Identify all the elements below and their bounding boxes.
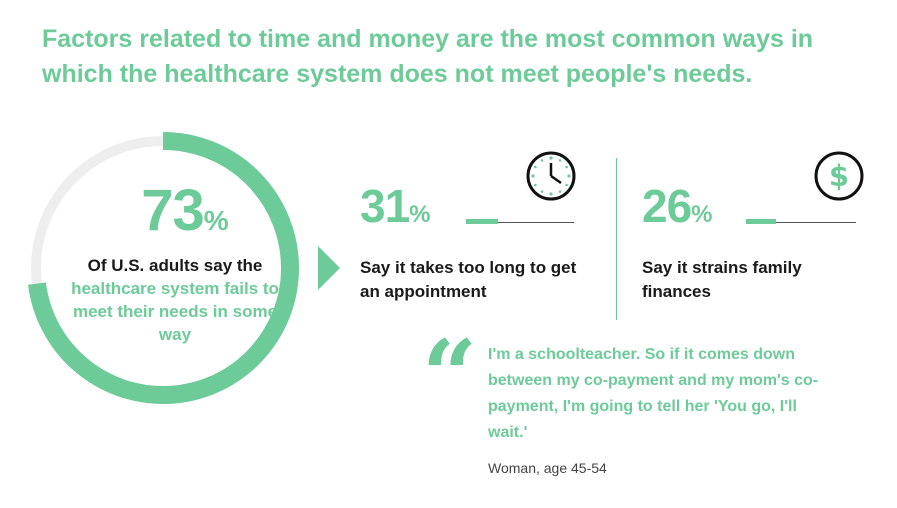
quote-mark-icon: “ xyxy=(422,319,478,432)
page-title: Factors related to time and money are th… xyxy=(42,25,814,88)
stat-appointment-bar xyxy=(466,219,498,224)
clock-icon xyxy=(526,151,576,201)
main-stat-caption-highlight: healthcare system fails to meet their ne… xyxy=(71,279,279,344)
stat-appointment-caption: Say it takes too long to get an appointm… xyxy=(360,258,577,301)
stat-finances-caption: Say it strains family finances xyxy=(642,258,802,301)
svg-text:$: $ xyxy=(829,159,849,193)
ring-fill xyxy=(27,132,299,404)
main-stat-caption-lead: Of U.S. adults say the xyxy=(87,256,263,275)
quote-attribution: Woman, age 45-54 xyxy=(488,460,607,476)
stat-appointment-value: 31 xyxy=(360,180,410,232)
stat-appointment-rule xyxy=(498,222,574,223)
stat-appointment: 31% xyxy=(360,180,431,232)
ring-pointer xyxy=(318,246,340,290)
stat-finances: 26% xyxy=(642,180,713,232)
stat-finances-rule xyxy=(776,222,856,223)
stat-finances-value: 26 xyxy=(642,180,692,232)
main-stat: 73% xyxy=(110,178,260,244)
main-stat-value: 73 xyxy=(141,178,205,243)
main-stat-unit: % xyxy=(203,205,229,236)
stat-finances-unit: % xyxy=(691,201,713,228)
quote-text: I'm a schoolteacher. So if it comes down… xyxy=(488,346,819,441)
dollar-icon: $ xyxy=(814,151,864,201)
stats-divider xyxy=(616,158,617,320)
stat-finances-bar xyxy=(746,219,776,224)
main-stat-caption: Of U.S. adults say the healthcare system… xyxy=(60,254,290,346)
stat-appointment-unit: % xyxy=(409,201,431,228)
